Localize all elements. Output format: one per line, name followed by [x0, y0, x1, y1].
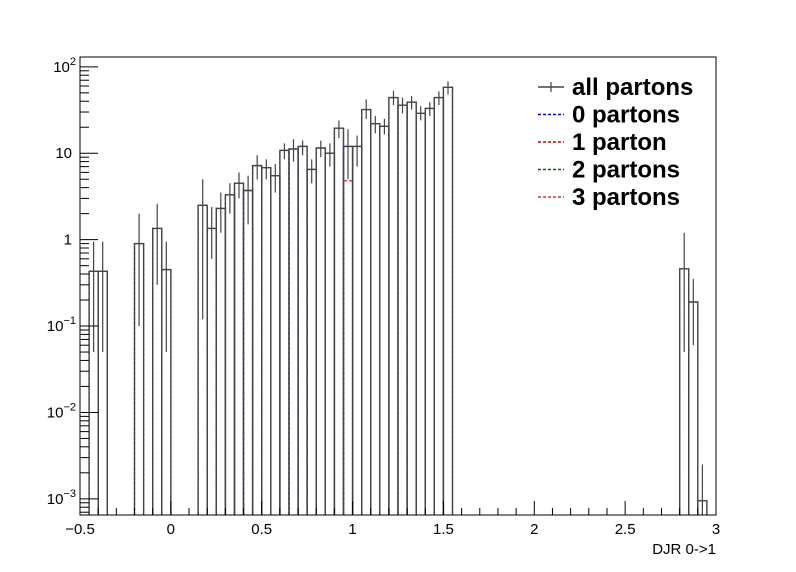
plot-area — [88, 81, 708, 515]
x-tick-label: 0.5 — [251, 521, 272, 538]
y-tick-label: 10 — [55, 145, 72, 162]
axes: −0.5 0 0.5 1 1.5 2 2.5 3 10−3 10−2 10−1 1 10 102 — [47, 56, 720, 538]
legend-label: 0 partons — [572, 102, 680, 129]
x-tick-label: 3 — [712, 521, 720, 538]
x-tick-label: 0 — [167, 521, 175, 538]
y-tick-label: 10−3 — [47, 488, 76, 508]
legend-label: 2 partons — [572, 157, 680, 184]
x-axis-label: DJR 0->1 — [652, 541, 716, 558]
y-tick-label: 102 — [53, 56, 76, 76]
x-tick-label: 1 — [348, 521, 356, 538]
legend-label: all partons — [572, 74, 693, 101]
x-tick-label: 1.5 — [433, 521, 454, 538]
series-all-partons — [88, 81, 708, 515]
x-tick-label: −0.5 — [65, 521, 95, 538]
y-tick-label: 10−2 — [47, 401, 76, 421]
y-tick-label: 10−1 — [47, 315, 76, 335]
x-tick-label: 2 — [530, 521, 538, 538]
legend-label: 1 parton — [572, 129, 667, 156]
plot-frame — [79, 56, 717, 516]
x-tick-label: 2.5 — [615, 521, 636, 538]
y-tick-label: 1 — [64, 232, 72, 249]
legend-label: 3 partons — [572, 184, 680, 211]
